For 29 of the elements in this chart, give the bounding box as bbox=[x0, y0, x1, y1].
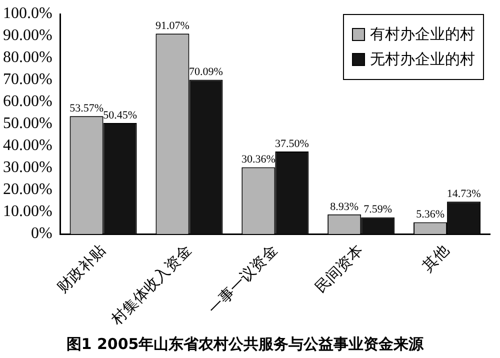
data-label: 50.45% bbox=[103, 109, 138, 122]
x-tick-label: 其他 bbox=[418, 241, 453, 276]
data-label: 91.07% bbox=[156, 20, 190, 32]
data-label: 8.93% bbox=[330, 200, 359, 213]
data-label: 70.09% bbox=[189, 66, 223, 78]
y-tick-label: 20.00% bbox=[3, 181, 52, 198]
x-tick-label: 民间资本 bbox=[312, 241, 367, 296]
x-tick-label: 财政补贴 bbox=[54, 241, 109, 296]
x-tick-label: 村集体收入资金 bbox=[107, 241, 195, 329]
y-tick-label: 70.00% bbox=[3, 71, 52, 88]
y-tick-label: 80.00% bbox=[3, 49, 52, 66]
x-tick-label: 一事一议资金 bbox=[204, 241, 281, 318]
legend-label: 有村办企业的村 bbox=[370, 25, 475, 44]
text: 图1 2005年山东省农村公共服务与公益事业资金来源 bbox=[66, 334, 425, 353]
y-tick-label: 40.00% bbox=[3, 137, 52, 154]
y-tick-label: 100.0% bbox=[3, 5, 52, 22]
data-label: 37.50% bbox=[274, 138, 309, 150]
y-tick-label: 0% bbox=[31, 225, 52, 242]
data-label: 14.73% bbox=[446, 188, 481, 200]
legend-label: 无村办企业的村 bbox=[370, 50, 475, 69]
y-tick-label: 30.00% bbox=[3, 159, 52, 176]
y-tick-label: 10.00% bbox=[3, 203, 52, 220]
data-label: 7.59% bbox=[364, 204, 392, 216]
y-tick-label: 60.00% bbox=[3, 93, 52, 110]
data-label: 5.36% bbox=[416, 208, 444, 221]
data-label: 53.57% bbox=[70, 102, 104, 115]
y-tick-label: 50.00% bbox=[3, 115, 52, 132]
y-tick-label: 90.00% bbox=[3, 27, 52, 44]
data-label: 30.36% bbox=[241, 154, 276, 166]
